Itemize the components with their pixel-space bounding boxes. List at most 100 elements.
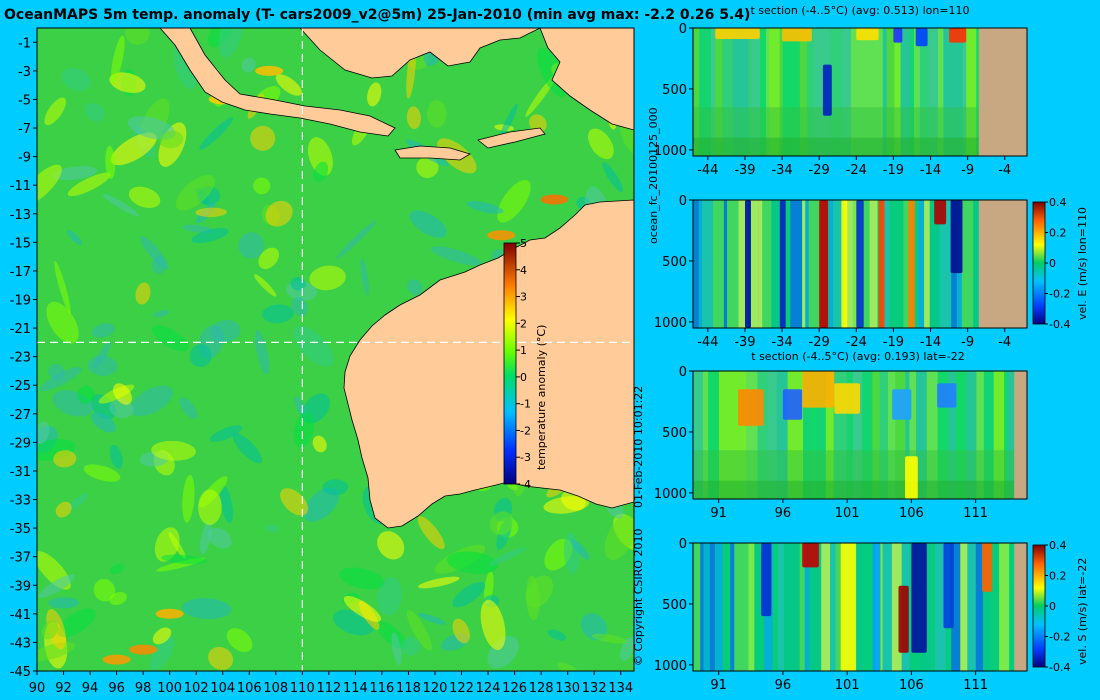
section-field-column bbox=[713, 200, 724, 328]
section-field-column bbox=[762, 200, 772, 328]
section-field-column bbox=[973, 200, 979, 328]
anomaly-patch bbox=[232, 433, 263, 464]
anomaly-patch bbox=[181, 598, 232, 620]
section-field-column bbox=[1009, 543, 1015, 671]
anomaly-patch bbox=[312, 435, 327, 453]
map-y-tick-label: -21 bbox=[10, 322, 31, 337]
anomaly-patch bbox=[92, 341, 112, 369]
section-field-column bbox=[903, 200, 912, 328]
section2-ylabel: vel. E (m/s) lon=110 bbox=[1076, 207, 1089, 320]
anomaly-patch bbox=[219, 485, 234, 524]
section-feature bbox=[822, 64, 832, 116]
section-field-column bbox=[879, 371, 888, 499]
anomaly-patch bbox=[151, 325, 189, 352]
map-x-tick-label: 118 bbox=[396, 681, 421, 696]
anomaly-patch bbox=[265, 524, 280, 533]
section-field-column bbox=[807, 28, 814, 156]
section-field-column bbox=[928, 28, 938, 156]
section-y-tick-label: 500 bbox=[662, 426, 687, 441]
section-field-column bbox=[816, 371, 826, 499]
anomaly-patch bbox=[152, 627, 172, 645]
section-field-column bbox=[736, 28, 749, 156]
velocity-colorbar-tick-label: 0 bbox=[1049, 600, 1056, 613]
section-field-column bbox=[976, 371, 984, 499]
anomaly-patch bbox=[128, 186, 161, 208]
velocity-colorbar bbox=[1032, 201, 1046, 325]
anomaly-patch bbox=[124, 28, 150, 45]
section-x-tick-label: 101 bbox=[835, 506, 860, 521]
anomaly-patch bbox=[91, 412, 117, 433]
section-field-column bbox=[754, 543, 764, 671]
section-x-tick-label: -9 bbox=[961, 335, 974, 350]
section-field-column bbox=[740, 371, 747, 499]
map-y-tick-label: -15 bbox=[10, 236, 31, 251]
anomaly-patch bbox=[51, 166, 98, 181]
map-y-tick-label: -33 bbox=[10, 494, 31, 509]
section-field-column bbox=[924, 200, 930, 328]
map-frame bbox=[36, 27, 635, 672]
velocity-colorbar-tick-label: 0.4 bbox=[1049, 196, 1067, 209]
anomaly-patch bbox=[291, 297, 308, 317]
anomaly-patch bbox=[343, 595, 382, 622]
anomaly-patch bbox=[280, 488, 309, 516]
velocity-colorbar-tick-label: -0.2 bbox=[1049, 631, 1070, 644]
section-feature bbox=[893, 28, 903, 43]
section-x-tick-label: -24 bbox=[846, 163, 867, 178]
anomaly-patch bbox=[480, 599, 506, 651]
section-field-column bbox=[905, 371, 910, 499]
map-x-tick-label: 110 bbox=[290, 681, 315, 696]
anomaly-patch bbox=[418, 613, 446, 625]
lesser-sunda-islands-land bbox=[394, 127, 546, 161]
anomaly-patch bbox=[336, 220, 377, 259]
section-x-tick-label: -14 bbox=[920, 163, 941, 178]
section-field-column bbox=[702, 200, 714, 328]
anomaly-patch bbox=[377, 577, 402, 616]
section-field-column bbox=[722, 371, 734, 499]
map-x-tick-label: 98 bbox=[135, 681, 152, 696]
anomaly-patch bbox=[400, 636, 421, 656]
section-x-tick-label: -44 bbox=[697, 335, 718, 350]
section-land bbox=[1014, 543, 1027, 671]
section-field-column bbox=[911, 200, 919, 328]
section-field-column bbox=[715, 28, 723, 156]
warm-anomaly-patch bbox=[487, 230, 516, 241]
anomaly-patch bbox=[547, 629, 567, 641]
section-x-tick-label: 96 bbox=[775, 678, 792, 693]
anomaly-patch bbox=[39, 366, 82, 392]
anomaly-patch bbox=[409, 210, 447, 238]
anomaly-patch bbox=[391, 632, 402, 666]
section-field-column bbox=[738, 200, 748, 328]
map-x-tick-label: 128 bbox=[529, 681, 554, 696]
temperature-colorbar-tick-label: 5 bbox=[520, 237, 527, 250]
anomaly-patch bbox=[262, 304, 294, 324]
temperature-colorbar-tick-label: -2 bbox=[520, 424, 531, 437]
section-field-column bbox=[833, 371, 842, 499]
anomaly-patch bbox=[591, 633, 628, 644]
warm-anomaly-patch bbox=[540, 194, 569, 205]
section-field-column bbox=[951, 543, 961, 671]
section-field-column bbox=[983, 371, 994, 499]
map-y-ticks: -1 -3 -5 -7 -9 -11 -13 -15 -17 -19 -21 -23 -25 -27 -29… bbox=[10, 36, 37, 680]
anomaly-patch bbox=[153, 310, 170, 318]
anomaly-patch bbox=[199, 117, 234, 150]
section-feature bbox=[802, 371, 835, 408]
map-y-tick-label: -13 bbox=[10, 208, 31, 223]
section-field-column bbox=[966, 371, 977, 499]
map-x-tick-label: 104 bbox=[210, 681, 235, 696]
section-field-column bbox=[772, 543, 778, 671]
section-field-column bbox=[733, 371, 741, 499]
section-field-column bbox=[790, 200, 803, 328]
section-temp-lat-22: 91 96 101 106 111 0 500 1000 bbox=[654, 365, 1028, 521]
anomaly-patch bbox=[253, 177, 271, 195]
section-deepest-layer bbox=[693, 480, 1015, 499]
section-x-tick-label: -34 bbox=[771, 163, 792, 178]
section-field-column bbox=[882, 28, 887, 156]
section-field-column bbox=[779, 28, 783, 156]
section-x-tick-label: 101 bbox=[835, 678, 860, 693]
anomaly-patch bbox=[418, 576, 460, 589]
temperature-colorbar-tick-label: 4 bbox=[520, 264, 527, 277]
section-field-column bbox=[914, 28, 920, 156]
anomaly-patch bbox=[91, 323, 116, 338]
temperature-colorbar-ticks: 5 4 3 2 1 0 -1 -2 -3 -4 bbox=[516, 237, 531, 491]
anomaly-patch bbox=[452, 581, 486, 608]
